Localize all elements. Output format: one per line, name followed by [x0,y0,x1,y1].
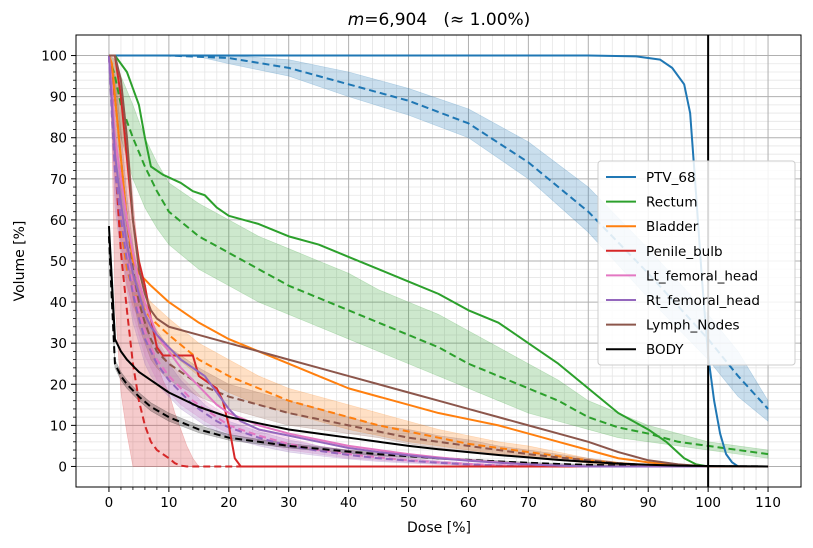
y-tick-label: 10 [50,418,67,434]
legend-label-Lymph_Nodes: Lymph_Nodes [646,318,740,334]
legend-label-PTV_68: PTV_68 [646,170,696,186]
legend-label-Rectum: Rectum [646,195,698,211]
legend-label-Bladder: Bladder [646,219,699,235]
y-tick-label: 40 [50,295,67,311]
x-tick-label: 0 [105,495,114,511]
solid-line-Rt_femoral_head [107,55,769,468]
x-tick-label: 30 [280,495,297,511]
dashed-line-Penile_bulb [107,55,769,468]
x-tick-label: 20 [220,495,237,511]
y-tick-label: 30 [50,336,67,352]
solid-line-Penile_bulb [108,54,769,468]
x-tick-label: 70 [520,495,537,511]
y-axis-label: Volume [%] [12,221,28,302]
y-tick-label: 100 [41,49,67,65]
dashed-line-Rectum [107,55,769,456]
x-tick-label: 60 [460,495,477,511]
x-tick-label: 100 [695,495,721,511]
legend: PTV_68 Rectum Bladder Penile_bulb Lt_femoral… [597,160,796,366]
x-tick-label: 80 [580,495,597,511]
y-tick-label: 80 [50,131,67,147]
legend-label-BODY: BODY [646,342,684,358]
legend-label-Penile_bulb: Penile_bulb [646,244,723,260]
y-tick-label: 70 [50,172,67,188]
legend-label-Rt_femoral_head: Rt_femoral_head [646,293,760,309]
y-tick-label: 50 [50,254,67,270]
x-tick-label: 90 [640,495,657,511]
band-Penile_bulb [108,55,769,467]
y-tick-label: 90 [50,90,67,106]
x-tick-label: 40 [340,495,357,511]
x-tick-label: 50 [400,495,417,511]
x-axis-label: Dose [%] [407,520,471,536]
y-tick-label: 20 [50,377,67,393]
x-tick-label: 110 [755,495,781,511]
solid-line-Rectum [108,54,769,468]
x-tick-label: 10 [160,495,177,511]
y-tick-label: 0 [58,459,67,475]
dashed-line-PTV_68 [108,54,769,410]
chart-title: m=6,904 (≈ 1.00%) [348,10,531,30]
axes-frame [75,34,802,488]
solid-line-Lymph_Nodes [108,54,769,468]
solid-line-BODY [107,226,769,468]
y-tick-label: 60 [50,213,67,229]
legend-label-Lt_femoral_head: Lt_femoral_head [646,268,758,284]
legend-box [597,160,796,366]
dashed-line-BODY [107,236,769,468]
